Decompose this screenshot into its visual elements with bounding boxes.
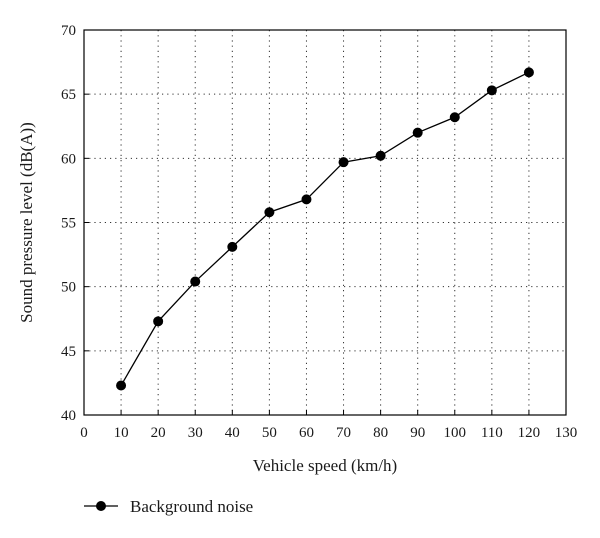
x-axis-ticks: 0 10 20 30 40 50 60 70 80 90 100 110 120 130 bbox=[80, 410, 577, 441]
x-tick-label: 60 bbox=[299, 425, 314, 441]
data-point bbox=[486, 85, 497, 96]
x-tick-label: 40 bbox=[225, 425, 240, 441]
x-tick-label: 100 bbox=[444, 425, 467, 441]
y-tick-label: 55 bbox=[61, 216, 76, 232]
x-tick-label: 50 bbox=[262, 425, 277, 441]
x-tick-label: 10 bbox=[114, 425, 129, 441]
data-point bbox=[264, 207, 275, 218]
legend: Background noise bbox=[84, 497, 253, 516]
data-point bbox=[153, 316, 164, 327]
data-point bbox=[412, 127, 423, 138]
x-tick-label: 80 bbox=[373, 425, 388, 441]
y-axis-title: Sound pressure level (dB(A)) bbox=[17, 122, 36, 323]
data-point bbox=[116, 380, 127, 391]
data-point bbox=[449, 112, 460, 123]
data-point bbox=[301, 194, 312, 205]
x-tick-label: 20 bbox=[151, 425, 166, 441]
x-tick-label: 120 bbox=[518, 425, 541, 441]
x-axis-title: Vehicle speed (km/h) bbox=[253, 456, 397, 475]
x-tick-label: 30 bbox=[188, 425, 203, 441]
y-tick-label: 45 bbox=[61, 344, 76, 360]
y-tick-label: 70 bbox=[61, 23, 76, 39]
y-axis-ticks: 40 45 50 55 60 65 70 bbox=[61, 23, 89, 424]
x-tick-label: 0 bbox=[80, 425, 88, 441]
y-tick-label: 50 bbox=[61, 280, 76, 296]
x-tick-label: 110 bbox=[481, 425, 503, 441]
series-line bbox=[120, 71, 530, 386]
legend-marker-swatch bbox=[96, 501, 106, 511]
data-point bbox=[190, 276, 201, 287]
grid bbox=[84, 30, 566, 415]
legend-label: Background noise bbox=[130, 497, 253, 516]
y-tick-label: 65 bbox=[61, 87, 76, 103]
data-point bbox=[338, 157, 349, 168]
y-tick-label: 40 bbox=[61, 408, 76, 424]
data-point bbox=[375, 150, 386, 161]
series-background-noise bbox=[116, 67, 534, 391]
data-point bbox=[523, 67, 534, 78]
data-point bbox=[227, 241, 238, 252]
x-tick-label: 70 bbox=[336, 425, 351, 441]
x-tick-label: 130 bbox=[555, 425, 578, 441]
y-tick-label: 60 bbox=[61, 151, 76, 167]
x-tick-label: 90 bbox=[410, 425, 425, 441]
